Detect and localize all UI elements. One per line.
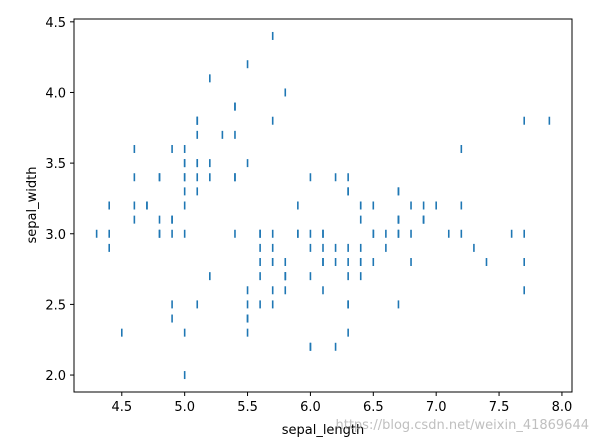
y-tick-label: 2.0 — [45, 369, 66, 384]
x-tick-label: 6.0 — [300, 400, 321, 415]
plot-frame — [73, 18, 573, 393]
y-tick-label: 4.0 — [45, 86, 66, 101]
y-tick-label: 3.5 — [45, 157, 66, 172]
y-axis-ticks: 2.0 2.5 3.0 3.5 4.0 4.5 — [45, 16, 74, 384]
x-tick-label: 8.0 — [552, 400, 573, 415]
x-tick-label: 5.5 — [237, 400, 258, 415]
x-axis-ticks: 4.5 5.0 5.5 6.0 6.5 7.0 7.5 8.0 — [111, 392, 572, 415]
x-tick-label: 5.0 — [174, 400, 195, 415]
x-axis-label: sepal_length — [282, 423, 365, 438]
x-tick-label: 7.0 — [426, 400, 447, 415]
x-tick-label: 4.5 — [111, 400, 132, 415]
y-tick-label: 2.5 — [45, 298, 66, 313]
data-marks — [95, 31, 551, 380]
watermark-text: https://blog.csdn.net/weixin_41869644 — [335, 418, 589, 433]
x-tick-label: 6.5 — [363, 400, 384, 415]
x-tick-label: 7.5 — [489, 400, 510, 415]
y-tick-label: 4.5 — [45, 16, 66, 31]
y-axis-label: sepal_width — [25, 167, 40, 244]
y-tick-label: 3.0 — [45, 228, 66, 243]
